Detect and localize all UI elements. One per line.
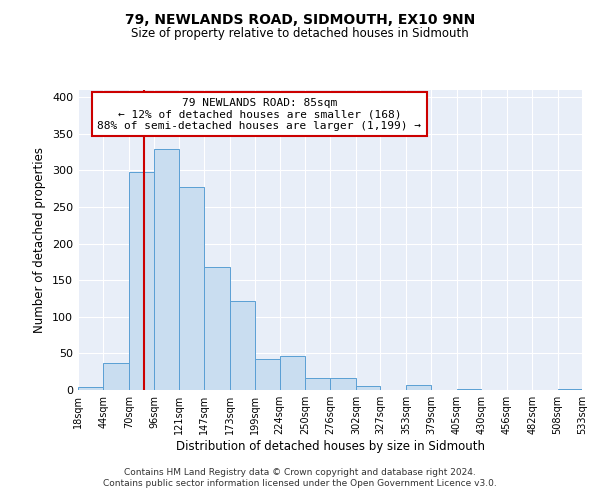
Bar xyxy=(356,386,380,390)
Bar xyxy=(457,388,481,390)
Bar xyxy=(406,385,431,390)
X-axis label: Distribution of detached houses by size in Sidmouth: Distribution of detached houses by size … xyxy=(176,440,485,453)
Bar xyxy=(154,148,179,390)
Bar xyxy=(129,172,154,390)
Bar xyxy=(331,378,356,390)
Text: 79, NEWLANDS ROAD, SIDMOUTH, EX10 9NN: 79, NEWLANDS ROAD, SIDMOUTH, EX10 9NN xyxy=(125,12,475,26)
Text: 79 NEWLANDS ROAD: 85sqm
← 12% of detached houses are smaller (168)
88% of semi-d: 79 NEWLANDS ROAD: 85sqm ← 12% of detache… xyxy=(97,98,421,130)
Bar xyxy=(230,300,255,390)
Bar xyxy=(204,267,230,390)
Bar xyxy=(557,388,582,390)
Bar xyxy=(179,186,204,390)
Bar xyxy=(78,387,103,390)
Bar xyxy=(255,360,280,390)
Bar xyxy=(305,378,331,390)
Text: Size of property relative to detached houses in Sidmouth: Size of property relative to detached ho… xyxy=(131,28,469,40)
Y-axis label: Number of detached properties: Number of detached properties xyxy=(34,147,46,333)
Text: Contains HM Land Registry data © Crown copyright and database right 2024.
Contai: Contains HM Land Registry data © Crown c… xyxy=(103,468,497,487)
Bar xyxy=(103,363,129,390)
Bar xyxy=(280,356,305,390)
